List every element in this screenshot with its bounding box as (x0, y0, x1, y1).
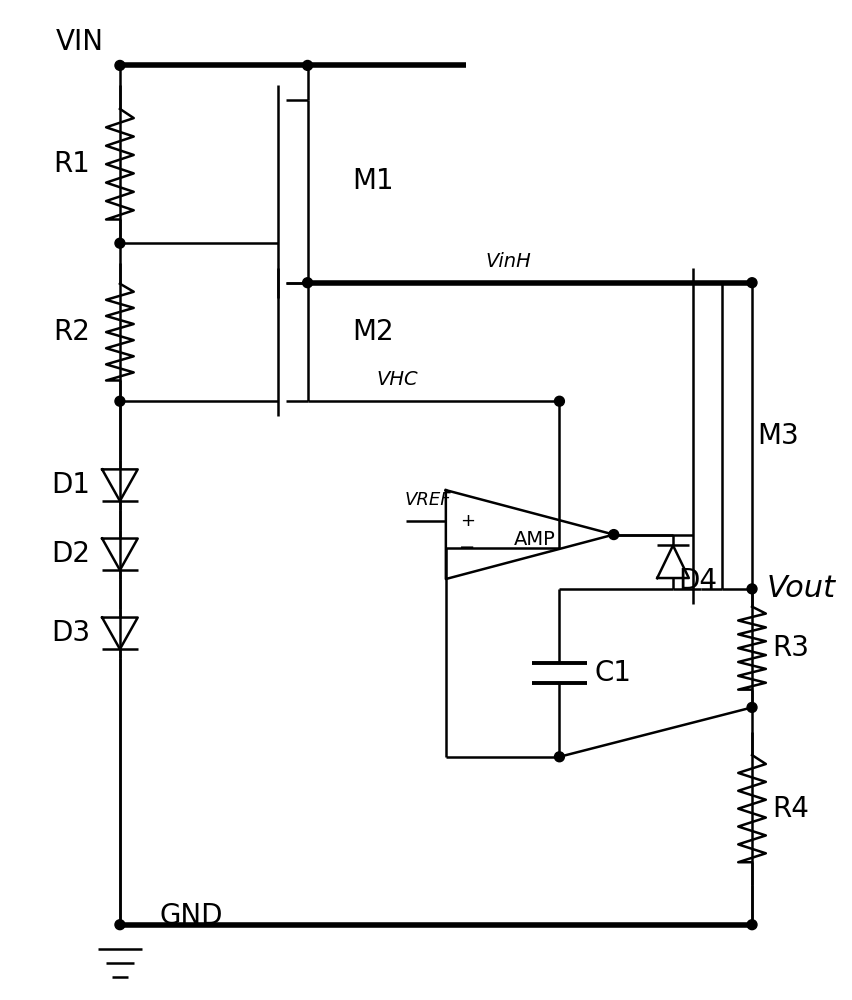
Text: AMP: AMP (514, 530, 556, 549)
Circle shape (555, 396, 564, 406)
Text: VIN: VIN (55, 28, 104, 56)
Text: M1: M1 (352, 167, 394, 195)
Circle shape (115, 60, 125, 70)
Text: −: − (459, 538, 475, 557)
Circle shape (747, 584, 757, 594)
Circle shape (115, 238, 125, 248)
Circle shape (302, 278, 313, 288)
Text: VHC: VHC (377, 370, 418, 389)
Text: VinH: VinH (486, 252, 531, 271)
Text: M3: M3 (757, 422, 798, 450)
Text: R2: R2 (54, 318, 90, 346)
Text: D4: D4 (678, 567, 717, 595)
Text: M2: M2 (352, 318, 394, 346)
Text: D1: D1 (51, 471, 90, 499)
Text: R4: R4 (772, 795, 809, 823)
Text: +: + (460, 512, 475, 530)
Text: D3: D3 (51, 619, 90, 647)
Text: GND: GND (159, 902, 223, 930)
Circle shape (115, 920, 125, 930)
Text: R1: R1 (54, 150, 90, 178)
Circle shape (555, 752, 564, 762)
Text: R3: R3 (772, 634, 809, 662)
Circle shape (609, 530, 619, 540)
Text: Vout: Vout (767, 574, 836, 603)
Text: VREF: VREF (405, 491, 451, 509)
Text: C1: C1 (594, 659, 631, 687)
Circle shape (302, 60, 313, 70)
Circle shape (747, 278, 757, 288)
Circle shape (747, 702, 757, 712)
Circle shape (115, 396, 125, 406)
Text: D2: D2 (51, 540, 90, 568)
Circle shape (747, 920, 757, 930)
